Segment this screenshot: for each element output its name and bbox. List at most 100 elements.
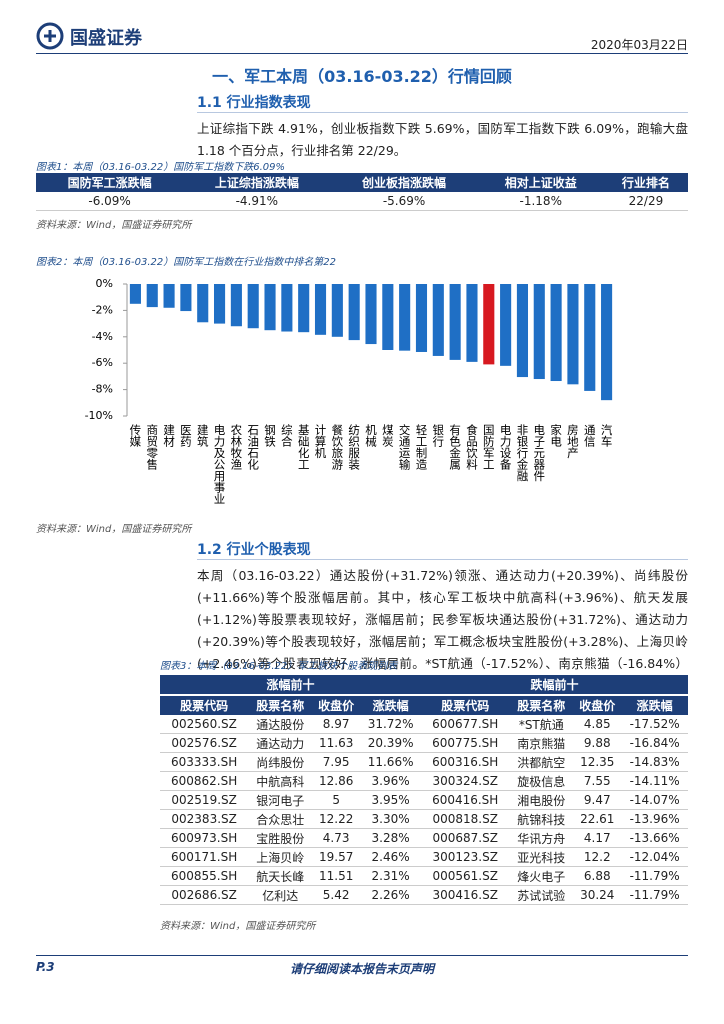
table-cell: 300123.SZ bbox=[421, 847, 510, 867]
table-cell: 600855.SH bbox=[160, 866, 249, 886]
bar bbox=[601, 284, 613, 401]
table-cell: 2.26% bbox=[360, 885, 422, 905]
table-cell: 11.51 bbox=[312, 866, 361, 886]
table-cell: 22/29 bbox=[603, 192, 688, 211]
subsection-rule bbox=[197, 559, 688, 560]
bar bbox=[180, 284, 192, 312]
table-cell: 9.88 bbox=[573, 733, 622, 753]
x-tick-label: 食品饮料 bbox=[465, 423, 479, 471]
table-cell: 4.85 bbox=[573, 715, 622, 734]
table-row: 600862.SH 中航高科 12.86 3.96% 300324.SZ 旋极信息 7.55… bbox=[160, 771, 688, 791]
column-header: 股票名称 bbox=[248, 694, 313, 715]
x-tick-label: 农林牧渔 bbox=[229, 423, 243, 471]
bar bbox=[449, 284, 461, 360]
table-cell: 7.55 bbox=[573, 771, 622, 791]
bar bbox=[281, 284, 293, 332]
table-cell: 6.88 bbox=[573, 866, 622, 886]
report-date: 2020年03月22日 bbox=[590, 38, 688, 52]
table-cell: 600862.SH bbox=[160, 771, 249, 791]
y-tick-label: -10% bbox=[85, 409, 113, 422]
header-rule bbox=[36, 53, 688, 54]
table-cell: 亚光科技 bbox=[509, 847, 574, 867]
table-cell: 4.73 bbox=[312, 828, 361, 848]
table-cell: 22.61 bbox=[573, 809, 622, 829]
bar bbox=[197, 284, 209, 323]
x-tick-label: 医药 bbox=[179, 424, 193, 448]
caption: 图表1：本周（03.16-03.22）国防军工指数下跌6.09% bbox=[36, 162, 285, 173]
stock-table: 涨幅前十 跌幅前十 股票代码 股票名称 收盘价 涨跌幅 股票代码 股票名称 收盘价 涨跌幅 0025… bbox=[160, 675, 688, 905]
table-cell: 航天长峰 bbox=[248, 866, 313, 886]
group-header: 跌幅前十 bbox=[421, 675, 688, 695]
bar bbox=[264, 284, 276, 331]
table-cell: 002519.SZ bbox=[160, 790, 249, 810]
table-cell: 通达股份 bbox=[248, 715, 313, 734]
table-cell: 9.47 bbox=[573, 790, 622, 810]
table-cell: -11.79% bbox=[621, 866, 688, 886]
header-row: 股票代码 股票名称 收盘价 涨跌幅 股票代码 股票名称 收盘价 涨跌幅 bbox=[160, 694, 688, 715]
x-tick-label: 通信 bbox=[583, 424, 597, 448]
table-cell: 000561.SZ bbox=[421, 866, 510, 886]
y-tick-label: -2% bbox=[92, 303, 113, 316]
table-cell: 002686.SZ bbox=[160, 885, 249, 905]
logo-icon bbox=[36, 22, 64, 50]
table-cell: 19.57 bbox=[312, 847, 361, 867]
table-cell: 3.96% bbox=[360, 771, 422, 791]
column-header: 收盘价 bbox=[573, 694, 622, 715]
bar bbox=[415, 284, 428, 352]
table-cell: 600775.SH bbox=[421, 733, 510, 753]
bar bbox=[466, 284, 478, 362]
page-number: P.3 bbox=[36, 960, 55, 974]
table-row: 002519.SZ 银河电子 5 3.95% 600416.SH 湘电股份 9.47 -14.… bbox=[160, 790, 688, 810]
bar bbox=[348, 284, 360, 341]
x-tick-label: 综合 bbox=[280, 423, 294, 447]
x-tick-label: 非银行金融 bbox=[515, 424, 529, 482]
table-cell: 31.72% bbox=[360, 715, 422, 734]
table-cell: -12.04% bbox=[621, 847, 688, 867]
header-row: 国防军工涨跌幅 上证综指涨跌幅 创业板指涨跌幅 相对上证收益 行业排名 bbox=[36, 173, 688, 192]
x-tick-label: 国防军工 bbox=[482, 424, 496, 470]
table-cell: 宝胜股份 bbox=[248, 828, 313, 848]
table-cell: -5.69% bbox=[330, 192, 478, 211]
table-cell: 3.30% bbox=[360, 809, 422, 829]
table-cell: 苏试试验 bbox=[509, 885, 574, 905]
paragraph: 上证综指下跌 4.91%，创业板指数下跌 5.69%，国防军工指数下跌 6.09… bbox=[197, 121, 688, 158]
caption: 图表2：本周（03.16-03.22）国防军工指数在行业指数中排名第22 bbox=[36, 257, 336, 268]
x-tick-label: 基础化工 bbox=[297, 424, 311, 470]
x-tick-label: 传媒 bbox=[128, 423, 142, 448]
x-tick-label: 计算机 bbox=[314, 424, 328, 459]
table-cell: 亿利达 bbox=[248, 885, 313, 905]
table-cell: -6.09% bbox=[36, 192, 184, 211]
subsection-title: 1.2 行业个股表现 bbox=[197, 542, 311, 558]
table-cell: 2.31% bbox=[360, 866, 422, 886]
bar bbox=[146, 284, 158, 308]
group-header: 涨幅前十 bbox=[160, 675, 422, 695]
bar bbox=[365, 284, 377, 345]
table-cell: 603333.SH bbox=[160, 752, 249, 772]
bar bbox=[331, 284, 343, 337]
table-cell: 银河电子 bbox=[248, 790, 313, 810]
bar bbox=[399, 284, 411, 351]
bar bbox=[550, 284, 562, 382]
source: 资料来源：Wind，国盛证券研究所 bbox=[36, 220, 192, 231]
table-cell: 上海贝岭 bbox=[248, 847, 313, 867]
x-tick-label: 房地产 bbox=[566, 424, 580, 459]
subsection-rule bbox=[197, 112, 688, 113]
section-title: 一、军工本周（03.16-03.22）行情回顾 bbox=[212, 67, 512, 86]
logo-text: 国盛证券 bbox=[70, 28, 142, 49]
table-cell: 30.24 bbox=[573, 885, 622, 905]
bar bbox=[163, 284, 175, 308]
table-cell: 12.35 bbox=[573, 752, 622, 772]
table-cell: 5 bbox=[312, 790, 361, 810]
x-tick-label: 轻工制造 bbox=[414, 423, 428, 470]
table-cell: 4.17 bbox=[573, 828, 622, 848]
column-header: 涨跌幅 bbox=[360, 694, 422, 715]
table-row: 002576.SZ 通达动力 11.63 20.39% 600775.SH 南京熊猫 9.8… bbox=[160, 733, 688, 753]
table-cell: 2.46% bbox=[360, 847, 422, 867]
table-cell: -11.79% bbox=[621, 885, 688, 905]
x-tick-label: 钢铁 bbox=[263, 424, 277, 447]
table-cell: 3.95% bbox=[360, 790, 422, 810]
table-cell: 华讯方舟 bbox=[509, 828, 574, 848]
table-cell: 300324.SZ bbox=[421, 771, 510, 791]
table-cell: 002560.SZ bbox=[160, 715, 249, 734]
bar bbox=[382, 284, 394, 350]
